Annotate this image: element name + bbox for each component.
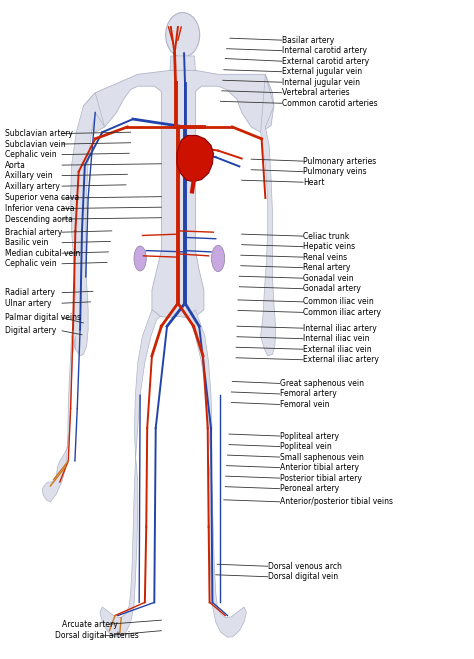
Text: Femoral artery: Femoral artery <box>280 389 336 399</box>
Text: External jugular vein: External jugular vein <box>282 67 362 76</box>
Text: Gonadal vein: Gonadal vein <box>303 273 354 283</box>
Text: Popliteal artery: Popliteal artery <box>280 432 338 440</box>
Text: Dorsal digital vein: Dorsal digital vein <box>268 572 338 581</box>
Text: Arcuate artery: Arcuate artery <box>62 619 118 629</box>
Text: Posterior tibial artery: Posterior tibial artery <box>280 474 361 482</box>
Text: Dorsal venous arch: Dorsal venous arch <box>268 561 342 571</box>
Text: Vertebral arteries: Vertebral arteries <box>282 88 349 98</box>
Text: Dorsal digital arteries: Dorsal digital arteries <box>55 631 139 641</box>
Text: Internal jugular vein: Internal jugular vein <box>282 78 360 87</box>
Text: Cephalic vein: Cephalic vein <box>5 150 57 159</box>
Polygon shape <box>170 56 195 71</box>
Text: Internal iliac artery: Internal iliac artery <box>303 324 377 333</box>
Text: Cephalic vein: Cephalic vein <box>5 259 57 268</box>
Text: Basilic vein: Basilic vein <box>5 238 49 247</box>
Text: Median cubital vein: Median cubital vein <box>5 248 81 258</box>
Text: Inferior vena cava: Inferior vena cava <box>5 204 75 213</box>
Text: External iliac vein: External iliac vein <box>303 345 372 354</box>
Text: Peroneal artery: Peroneal artery <box>280 484 338 493</box>
Text: Subclavian vein: Subclavian vein <box>5 140 66 148</box>
Text: Femoral vein: Femoral vein <box>280 400 329 409</box>
Text: Heart: Heart <box>303 178 325 186</box>
Ellipse shape <box>134 246 146 271</box>
Text: Celiac trunk: Celiac trunk <box>303 231 349 241</box>
Text: Descending aorta: Descending aorta <box>5 215 73 223</box>
Text: Palmar digital veins: Palmar digital veins <box>5 313 82 322</box>
Text: Axillary vein: Axillary vein <box>5 171 53 180</box>
Ellipse shape <box>211 245 225 272</box>
Text: Common carotid arteries: Common carotid arteries <box>282 99 377 108</box>
Text: Pulmonary arteries: Pulmonary arteries <box>303 157 376 165</box>
Text: Basilar artery: Basilar artery <box>282 36 334 45</box>
Polygon shape <box>83 71 274 318</box>
Text: Internal carotid artery: Internal carotid artery <box>282 46 367 55</box>
Text: Ulnar artery: Ulnar artery <box>5 299 52 308</box>
Text: Anterior/posterior tibial veins: Anterior/posterior tibial veins <box>280 498 392 506</box>
Text: Radial artery: Radial artery <box>5 288 55 297</box>
Text: Renal veins: Renal veins <box>303 252 347 262</box>
Ellipse shape <box>165 13 200 57</box>
Text: Great saphenous vein: Great saphenous vein <box>280 379 364 388</box>
Polygon shape <box>100 310 160 637</box>
Text: Anterior tibial artery: Anterior tibial artery <box>280 463 358 472</box>
Polygon shape <box>187 310 246 637</box>
Text: Axillary artery: Axillary artery <box>5 182 60 190</box>
Polygon shape <box>177 136 213 181</box>
Text: Pulmonary veins: Pulmonary veins <box>303 167 367 176</box>
Polygon shape <box>261 74 276 356</box>
Text: Subclavian artery: Subclavian artery <box>5 129 73 138</box>
Text: Renal artery: Renal artery <box>303 263 351 272</box>
Text: External carotid artery: External carotid artery <box>282 57 369 66</box>
Text: Aorta: Aorta <box>5 161 26 169</box>
Text: Brachial artery: Brachial artery <box>5 227 63 237</box>
Text: Common iliac artery: Common iliac artery <box>303 308 381 317</box>
Text: Small saphenous vein: Small saphenous vein <box>280 453 364 461</box>
Text: External iliac artery: External iliac artery <box>303 355 379 364</box>
Text: Internal iliac vein: Internal iliac vein <box>303 334 370 343</box>
Text: Gonadal artery: Gonadal artery <box>303 284 361 293</box>
Text: Popliteal vein: Popliteal vein <box>280 442 331 451</box>
Text: Common iliac vein: Common iliac vein <box>303 297 374 306</box>
Text: Superior vena cava: Superior vena cava <box>5 194 80 202</box>
Text: Hepatic veins: Hepatic veins <box>303 242 356 251</box>
Text: Digital artery: Digital artery <box>5 326 57 335</box>
Polygon shape <box>42 336 75 501</box>
Polygon shape <box>71 93 105 356</box>
